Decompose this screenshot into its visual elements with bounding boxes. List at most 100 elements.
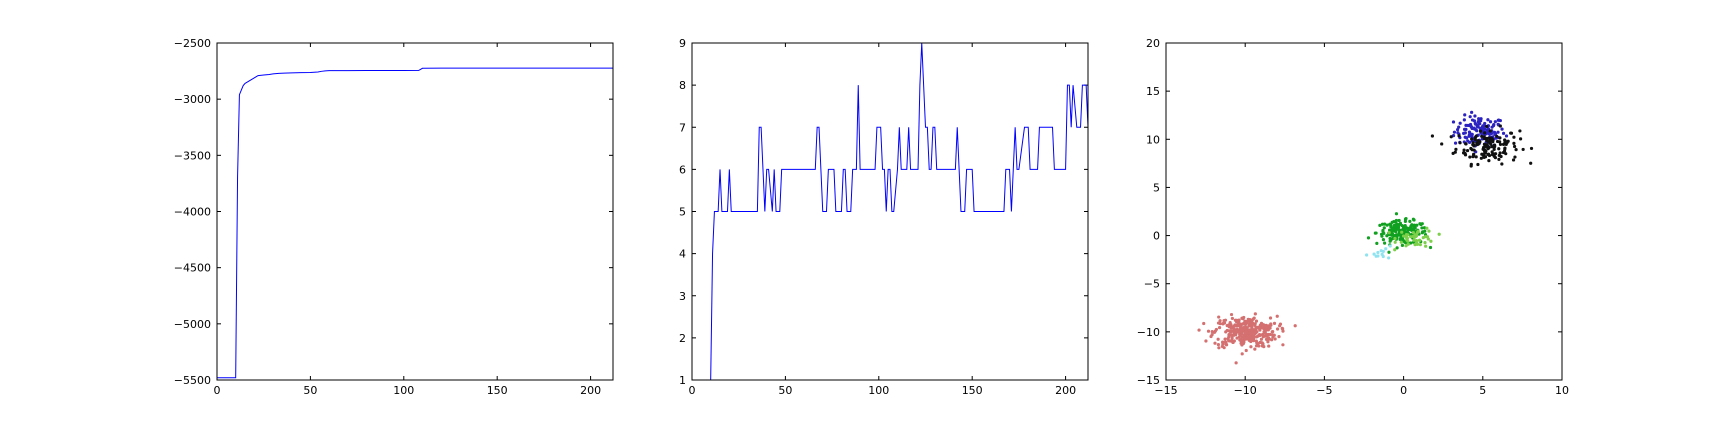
y-tick-label: −5500 [174, 374, 211, 387]
series-line [692, 43, 1088, 380]
scatter-point [1423, 241, 1427, 245]
scatter-point [1410, 223, 1414, 227]
scatter-point [1496, 130, 1500, 134]
scatter-point [1437, 232, 1441, 236]
scatter-point [1378, 223, 1382, 227]
y-tick-label: −2500 [174, 37, 211, 50]
scatter-point [1511, 158, 1516, 162]
scatter-point [1469, 164, 1473, 168]
scatter-point [1278, 322, 1283, 326]
scatter-point [1231, 340, 1235, 344]
scatter-point [1470, 132, 1474, 136]
scatter-point [1475, 142, 1479, 147]
scatter-point [1426, 237, 1430, 241]
scatter-point [1403, 224, 1407, 228]
scatter-point [1440, 142, 1444, 146]
scatter-point [1250, 322, 1254, 326]
scatter-point [1496, 122, 1500, 126]
scatter-point [1488, 120, 1493, 124]
y-tick-label: −4500 [174, 262, 211, 275]
scatter-point [1229, 333, 1234, 337]
scatter-point [1474, 134, 1478, 138]
scatter-point [1405, 238, 1409, 242]
scatter-point [1481, 124, 1485, 128]
scatter-point [1254, 335, 1259, 339]
scatter-point [1468, 115, 1472, 119]
x-tick-label: 150 [487, 384, 508, 397]
scatter-point [1488, 129, 1492, 133]
scatter-point [1473, 121, 1477, 126]
scatter-point [1223, 337, 1227, 341]
scatter-point [1224, 330, 1228, 334]
scatter-point [1467, 130, 1472, 134]
scatter-point [1264, 337, 1269, 341]
scatter-point [1242, 326, 1247, 330]
scatter-point [1478, 129, 1483, 133]
scatter-point [1217, 326, 1222, 330]
scatter-point [1512, 144, 1517, 149]
y-tick-label: 20 [1146, 37, 1160, 50]
y-tick-label: 10 [1146, 133, 1160, 146]
scatter-point [1394, 230, 1398, 234]
y-tick-label: −4000 [174, 206, 211, 219]
scatter-point [1463, 113, 1467, 117]
scatter-point [1480, 134, 1484, 138]
plot-area [1166, 43, 1562, 380]
scatter-point [1387, 231, 1391, 235]
scatter-point [1398, 221, 1403, 225]
scatter-point [1216, 337, 1220, 341]
scatter-point [1512, 141, 1516, 145]
scatter-point [1264, 323, 1268, 328]
scatter-point [1453, 141, 1458, 145]
scatter-point [1415, 233, 1419, 237]
scatter-point [1391, 236, 1395, 241]
y-tick-label: 4 [679, 248, 686, 261]
scatter-point [1470, 148, 1474, 152]
scatter-point [1236, 323, 1240, 328]
scatter-point [1382, 226, 1386, 230]
scatter-point [1463, 131, 1467, 135]
scatter-point [1392, 223, 1396, 228]
x-tick-label: 150 [962, 384, 983, 397]
scatter-point [1258, 325, 1262, 330]
scatter-point [1395, 246, 1399, 250]
scatter-point [1396, 224, 1400, 228]
scatter-point [1241, 322, 1245, 326]
scatter-point [1269, 322, 1273, 326]
scatter-point [1430, 134, 1435, 138]
y-tick-label: 7 [679, 121, 686, 134]
scatter-point [1490, 152, 1495, 157]
y-tick-label: 5 [1153, 181, 1160, 194]
scatter-point [1463, 135, 1467, 139]
scatter-point [1423, 229, 1427, 233]
scatter-point [1493, 156, 1498, 160]
scatter-point [1388, 222, 1392, 226]
scatter-point [1504, 152, 1508, 156]
scatter-point [1476, 125, 1480, 129]
scatter-point [1253, 312, 1257, 316]
scatter-point [1245, 320, 1249, 324]
scatter-point [1529, 161, 1533, 165]
scatter-point [1264, 333, 1268, 337]
scatter-point [1415, 230, 1420, 235]
scatter-point [1463, 151, 1467, 155]
scatter-cluster [1430, 124, 1534, 168]
scatter-point [1418, 243, 1422, 247]
scatter-point [1240, 335, 1244, 339]
x-tick-label: 200 [1055, 384, 1076, 397]
scatter-point [1476, 139, 1480, 143]
scatter-point [1498, 136, 1502, 140]
scatter-point [1429, 239, 1433, 243]
scatter-point [1235, 330, 1239, 334]
y-tick-label: 2 [679, 332, 686, 345]
scatter-point [1420, 226, 1424, 230]
scatter-point [1414, 238, 1419, 243]
x-tick-label: 0 [1400, 384, 1407, 397]
scatter-point [1424, 244, 1428, 248]
scatter-point [1467, 132, 1472, 137]
chart-cluster-scatter: −15 −10 −5 0 5 10 −15 −10 −5 0 5 10 15 20 [1137, 37, 1569, 397]
scatter-point [1387, 256, 1391, 260]
scatter-point [1518, 129, 1522, 133]
scatter-point [1275, 327, 1280, 331]
scatter-point [1482, 142, 1487, 146]
